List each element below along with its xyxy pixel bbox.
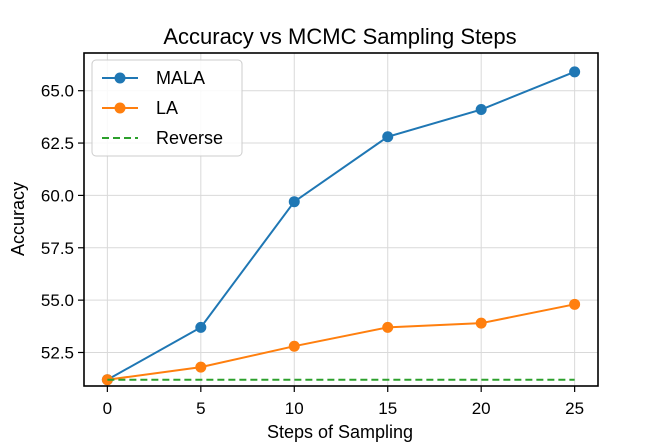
x-tick-label: 25 <box>565 399 584 418</box>
legend-label-mala: MALA <box>156 68 205 88</box>
y-tick-label: 55.0 <box>41 291 74 310</box>
series-line-mala <box>106 70 576 381</box>
data-point-la <box>382 321 394 333</box>
x-tick-label: 20 <box>472 399 491 418</box>
y-tick-label: 65.0 <box>41 82 74 101</box>
data-point-mala <box>569 66 581 78</box>
plot-frame <box>83 52 599 387</box>
y-ticks: 52.5 55.0 57.5 60.0 62.5 65.0 <box>41 82 84 362</box>
legend-marker-la <box>114 102 126 114</box>
x-tick-label: 10 <box>285 399 304 418</box>
x-tick-label: 5 <box>196 399 205 418</box>
data-point-mala <box>475 104 487 116</box>
legend-box <box>91 59 243 157</box>
data-point-la <box>569 298 581 310</box>
data-point-la <box>475 317 487 329</box>
legend: MALA LA Reverse <box>91 59 243 157</box>
y-tick-label: 52.5 <box>41 343 74 362</box>
y-tick-label: 57.5 <box>41 239 74 258</box>
data-point-mala <box>382 131 394 143</box>
x-tick-label: 0 <box>103 399 112 418</box>
series-line-la <box>107 303 575 381</box>
y-tick-label: 62.5 <box>41 134 74 153</box>
chart-title: Accuracy vs MCMC Sampling Steps <box>163 24 516 49</box>
data-point-mala <box>195 321 207 333</box>
series-layer <box>101 66 581 386</box>
y-axis-label: Accuracy <box>8 182 28 256</box>
x-tick-label: 15 <box>378 399 397 418</box>
y-tick-label: 60.0 <box>41 186 74 205</box>
data-point-mala <box>288 196 300 208</box>
data-point-la <box>288 340 300 352</box>
data-point-la <box>195 361 207 373</box>
legend-marker-mala <box>114 72 126 84</box>
x-ticks: 0 5 10 15 20 25 <box>103 386 584 418</box>
legend-label-reverse: Reverse <box>156 128 223 148</box>
x-axis-label: Steps of Sampling <box>267 422 413 442</box>
legend-label-la: LA <box>156 98 178 118</box>
